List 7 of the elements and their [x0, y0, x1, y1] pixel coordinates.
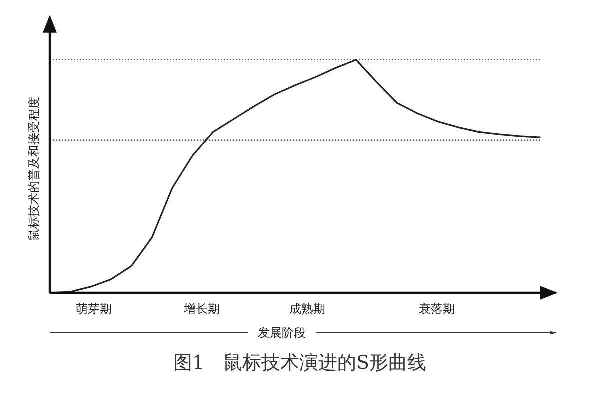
text: 衰落期	[419, 302, 456, 316]
text: 增长期	[182, 302, 220, 316]
y-axis-title: 鼠标技术的普及和接受程度	[27, 97, 41, 241]
x-axis-title: 发展阶段	[258, 326, 306, 340]
text: 图1 鼠标技术演进的S形曲线	[173, 352, 427, 374]
text: 萌芽期	[76, 302, 112, 316]
text: 成熟期	[289, 302, 326, 316]
